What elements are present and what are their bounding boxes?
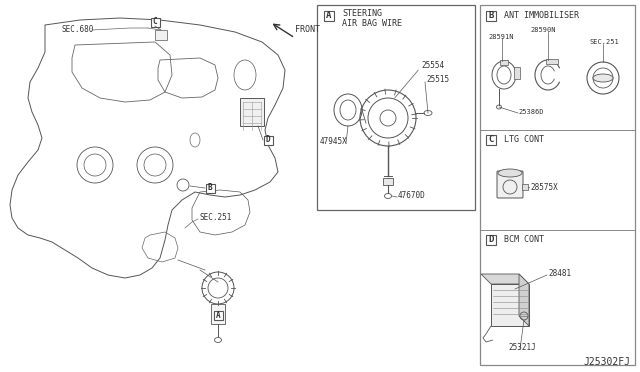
- FancyBboxPatch shape: [240, 98, 264, 126]
- Text: B: B: [208, 183, 212, 192]
- Text: C: C: [153, 17, 157, 26]
- FancyBboxPatch shape: [317, 5, 475, 210]
- FancyBboxPatch shape: [486, 235, 496, 245]
- Text: 47945X: 47945X: [320, 138, 348, 147]
- Text: J25302FJ: J25302FJ: [583, 357, 630, 367]
- Text: 28590N: 28590N: [530, 27, 556, 33]
- Text: AIR BAG WIRE: AIR BAG WIRE: [342, 19, 402, 28]
- Ellipse shape: [593, 74, 613, 82]
- Text: 28481: 28481: [548, 269, 571, 279]
- Text: 28591N: 28591N: [488, 34, 513, 40]
- FancyBboxPatch shape: [480, 5, 635, 365]
- Text: 47670D: 47670D: [398, 192, 426, 201]
- FancyBboxPatch shape: [486, 11, 496, 21]
- Text: LTG CONT: LTG CONT: [504, 135, 544, 144]
- Text: 25554: 25554: [421, 61, 444, 70]
- Text: 25386D: 25386D: [518, 109, 543, 115]
- FancyBboxPatch shape: [324, 11, 334, 21]
- Polygon shape: [491, 284, 529, 326]
- FancyBboxPatch shape: [150, 17, 159, 26]
- FancyBboxPatch shape: [214, 311, 223, 320]
- Text: A: A: [216, 311, 220, 320]
- Text: SEC.251: SEC.251: [589, 39, 619, 45]
- Text: 25321J: 25321J: [508, 343, 536, 353]
- FancyBboxPatch shape: [546, 59, 558, 64]
- Text: SEC.680: SEC.680: [62, 26, 94, 35]
- FancyBboxPatch shape: [264, 135, 273, 144]
- Text: BCM CONT: BCM CONT: [504, 235, 544, 244]
- FancyBboxPatch shape: [205, 183, 214, 192]
- Text: STEERING: STEERING: [342, 10, 382, 19]
- Text: SEC.251: SEC.251: [200, 214, 232, 222]
- Text: A: A: [326, 12, 332, 20]
- Text: FRONT: FRONT: [295, 26, 320, 35]
- Polygon shape: [519, 274, 529, 326]
- Text: ANT IMMOBILISER: ANT IMMOBILISER: [504, 12, 579, 20]
- FancyBboxPatch shape: [497, 171, 523, 198]
- FancyBboxPatch shape: [211, 304, 225, 324]
- Text: 25515: 25515: [426, 76, 449, 84]
- FancyBboxPatch shape: [383, 178, 393, 185]
- FancyBboxPatch shape: [522, 184, 528, 190]
- Ellipse shape: [498, 169, 522, 177]
- FancyBboxPatch shape: [500, 60, 508, 65]
- Text: D: D: [266, 135, 270, 144]
- Text: B: B: [488, 12, 493, 20]
- FancyBboxPatch shape: [155, 30, 167, 40]
- FancyBboxPatch shape: [486, 135, 496, 145]
- Polygon shape: [481, 274, 529, 284]
- Text: D: D: [488, 235, 493, 244]
- Text: 28575X: 28575X: [530, 183, 557, 192]
- FancyBboxPatch shape: [514, 67, 520, 79]
- Text: C: C: [488, 135, 493, 144]
